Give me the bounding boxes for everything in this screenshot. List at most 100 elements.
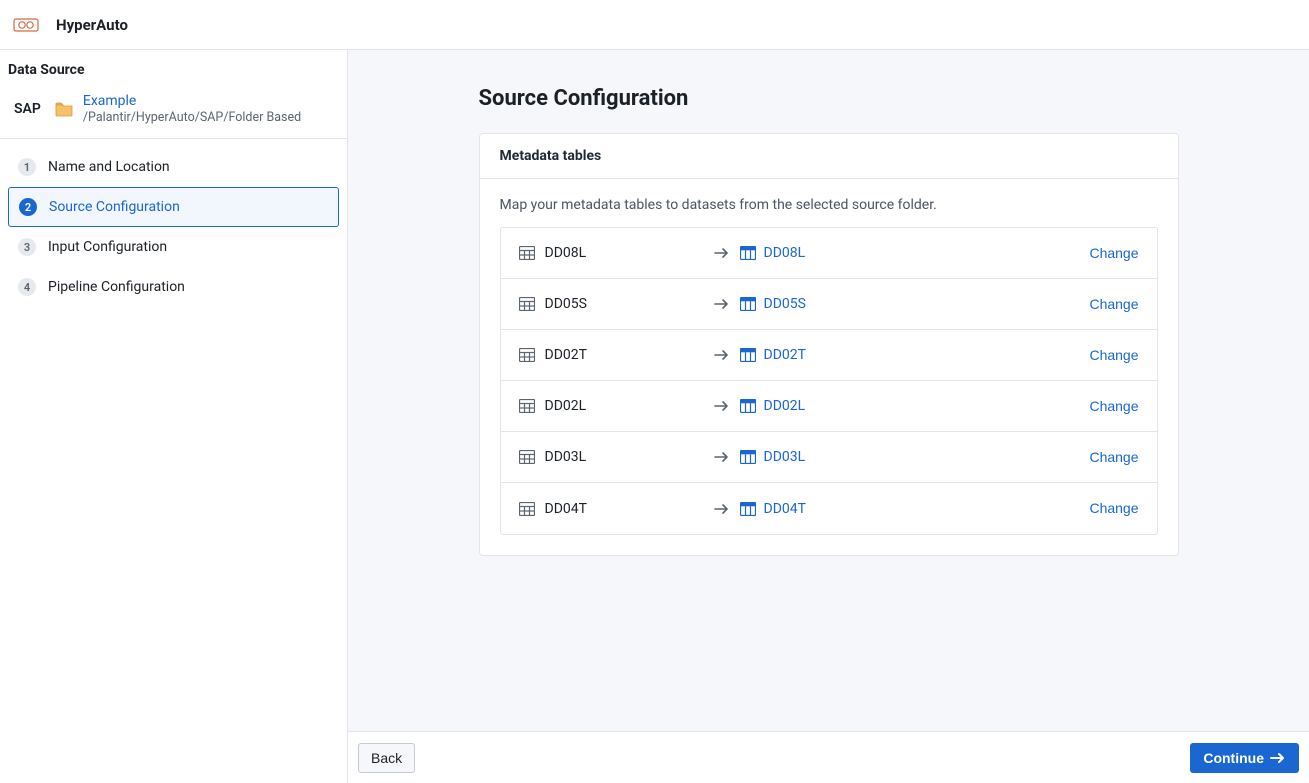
wizard-step-1[interactable]: 1 Name and Location [8,147,339,187]
data-source-folder[interactable]: Example /Palantir/HyperAuto/SAP/Folder B… [55,92,301,126]
main-panel: Source Configuration Metadata tables Map… [348,50,1309,783]
arrow-right-icon [704,297,740,311]
app-logo-icon [12,11,40,39]
mapping-source: DD08L [519,245,704,261]
table-icon [519,297,535,311]
mapping-source-label: DD02L [545,398,587,414]
mapping-row: DD03L DD03L Change [501,432,1157,483]
back-button-label: Back [371,750,402,766]
data-source-folder-name: Example [83,92,301,110]
wizard-step-3[interactable]: 3 Input Configuration [8,227,339,267]
sidebar: Data Source SAP Example /Palantir/HyperA… [0,50,348,783]
change-button[interactable]: Change [1089,500,1138,516]
folder-icon [55,101,73,117]
mapping-source: DD05S [519,296,704,312]
wizard-footer: Back Continue [348,731,1309,783]
mapping-target-label: DD04T [764,501,806,517]
mapping-target[interactable]: DD04T [740,501,1090,517]
dataset-icon [740,348,756,362]
mapping-target-label: DD05S [764,296,806,312]
continue-button[interactable]: Continue [1190,743,1299,773]
mapping-row: DD02L DD02L Change [501,381,1157,432]
mapping-target[interactable]: DD03L [740,449,1090,465]
main-content: Source Configuration Metadata tables Map… [479,86,1179,556]
metadata-card-header: Metadata tables [480,134,1178,179]
body: Data Source SAP Example /Palantir/HyperA… [0,50,1309,783]
arrow-right-icon [704,502,740,516]
table-icon [519,399,535,413]
mapping-action: Change [1089,398,1138,415]
mapping-action: Change [1089,245,1138,262]
app-title: HyperAuto [56,16,128,34]
wizard-step-number: 1 [18,158,36,176]
dataset-icon [740,502,756,516]
wizard-step-label: Pipeline Configuration [48,279,185,295]
wizard-step-number: 3 [18,238,36,256]
mapping-source: DD02T [519,347,704,363]
mapping-target[interactable]: DD08L [740,245,1090,261]
metadata-card-desc: Map your metadata tables to datasets fro… [500,197,1158,213]
page-title: Source Configuration [479,86,1179,111]
mapping-row: DD02T DD02T Change [501,330,1157,381]
mapping-source: DD03L [519,449,704,465]
wizard-step-label: Input Configuration [48,239,167,255]
mapping-target-label: DD02T [764,347,806,363]
data-source-type: SAP [14,101,41,117]
dataset-icon [740,297,756,311]
mapping-target-label: DD08L [764,245,806,261]
mapping-row: DD04T DD04T Change [501,483,1157,534]
mapping-target[interactable]: DD02T [740,347,1090,363]
back-button[interactable]: Back [358,743,415,773]
change-button[interactable]: Change [1089,398,1138,414]
mapping-row: DD05S DD05S Change [501,279,1157,330]
arrow-right-icon [1270,751,1286,765]
arrow-right-icon [704,450,740,464]
mapping-source-label: DD05S [545,296,587,312]
dataset-icon [740,450,756,464]
mapping-source: DD04T [519,501,704,517]
table-icon [519,450,535,464]
table-icon [519,348,535,362]
mapping-source-label: DD03L [545,449,587,465]
mapping-action: Change [1089,296,1138,313]
mapping-action: Change [1089,449,1138,466]
metadata-card: Metadata tables Map your metadata tables… [479,133,1179,556]
data-source-box: SAP Example /Palantir/HyperAuto/SAP/Fold… [0,88,347,139]
data-source-folder-path: /Palantir/HyperAuto/SAP/Folder Based [83,110,301,126]
wizard-steps: 1 Name and Location 2 Source Configuration 3… [0,139,347,315]
mapping-table: DD08LDD08LChangeDD05SDD05SChangeDD02TDD0… [500,227,1158,535]
wizard-step-4[interactable]: 4 Pipeline Configuration [8,267,339,307]
data-source-heading: Data Source [0,50,347,88]
wizard-step-label: Name and Location [48,159,170,175]
arrow-right-icon [704,399,740,413]
mapping-source-label: DD04T [545,501,587,517]
app-header: HyperAuto [0,0,1309,50]
wizard-step-2[interactable]: 2 Source Configuration [8,187,339,227]
mapping-source-label: DD08L [545,245,587,261]
mapping-target[interactable]: DD05S [740,296,1090,312]
metadata-card-body: Map your metadata tables to datasets fro… [480,179,1178,555]
change-button[interactable]: Change [1089,245,1138,261]
mapping-source: DD02L [519,398,704,414]
wizard-step-number: 2 [19,198,37,216]
table-icon [519,246,535,260]
change-button[interactable]: Change [1089,347,1138,363]
mapping-target-label: DD03L [764,449,806,465]
data-source-folder-text: Example /Palantir/HyperAuto/SAP/Folder B… [83,92,301,126]
change-button[interactable]: Change [1089,449,1138,465]
continue-button-label: Continue [1203,750,1264,766]
wizard-step-number: 4 [18,278,36,296]
mapping-target-label: DD02L [764,398,806,414]
mapping-source-label: DD02T [545,347,587,363]
arrow-right-icon [704,246,740,260]
mapping-row: DD08L DD08L Change [501,228,1157,279]
wizard-step-label: Source Configuration [49,199,180,215]
mapping-action: Change [1089,347,1138,364]
table-icon [519,502,535,516]
arrow-right-icon [704,348,740,362]
mapping-target[interactable]: DD02L [740,398,1090,414]
change-button[interactable]: Change [1089,296,1138,312]
dataset-icon [740,246,756,260]
main-scroll: Source Configuration Metadata tables Map… [348,50,1309,731]
mapping-action: Change [1089,500,1138,517]
